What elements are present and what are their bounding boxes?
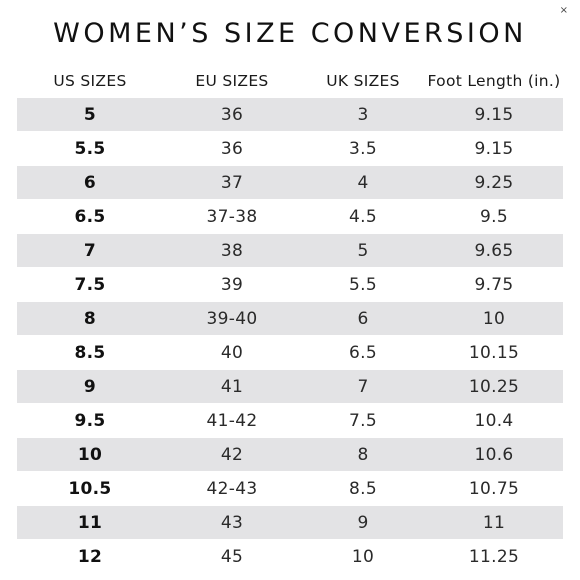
eu-size-cell: 38 — [163, 233, 301, 268]
uk-size-cell: 4 — [301, 165, 425, 200]
table-row: 10 42 8 10.6 — [17, 437, 563, 472]
close-icon[interactable]: × — [559, 5, 568, 16]
uk-size-cell: 8 — [301, 437, 425, 472]
table-row: 9.5 41-42 7.5 10.4 — [17, 403, 563, 438]
uk-size-cell: 4.5 — [301, 199, 425, 234]
foot-length-cell: 9.5 — [425, 199, 563, 234]
eu-size-cell: 39 — [163, 267, 301, 302]
foot-length-cell: 10.6 — [425, 437, 563, 472]
uk-size-cell: 6.5 — [301, 335, 425, 370]
us-size-cell: 5 — [17, 97, 163, 132]
column-header-eu: EU SIZES — [163, 64, 301, 98]
eu-size-cell: 37 — [163, 165, 301, 200]
us-size-cell: 8.5 — [17, 335, 163, 370]
table-header-row: US SIZES EU SIZES UK SIZES Foot Length (… — [17, 64, 563, 98]
eu-size-cell: 40 — [163, 335, 301, 370]
foot-length-cell: 10.75 — [425, 471, 563, 506]
table-row: 6.5 37-38 4.5 9.5 — [17, 199, 563, 234]
foot-length-cell: 9.15 — [425, 97, 563, 132]
column-header-foot-length: Foot Length (in.) — [425, 64, 563, 98]
foot-length-cell: 11 — [425, 505, 563, 540]
uk-size-cell: 5 — [301, 233, 425, 268]
us-size-cell: 9 — [17, 369, 163, 404]
us-size-cell: 10.5 — [17, 471, 163, 506]
table-row: 8 39-40 6 10 — [17, 301, 563, 336]
column-header-us: US SIZES — [17, 64, 163, 98]
eu-size-cell: 36 — [163, 131, 301, 166]
column-header-uk: UK SIZES — [301, 64, 425, 98]
foot-length-cell: 9.15 — [425, 131, 563, 166]
foot-length-cell: 11.25 — [425, 539, 563, 574]
table-row: 6 37 4 9.25 — [17, 165, 563, 200]
us-size-cell: 6 — [17, 165, 163, 200]
eu-size-cell: 43 — [163, 505, 301, 540]
table-row: 7 38 5 9.65 — [17, 233, 563, 268]
eu-size-cell: 42 — [163, 437, 301, 472]
us-size-cell: 5.5 — [17, 131, 163, 166]
eu-size-cell: 42-43 — [163, 471, 301, 506]
foot-length-cell: 9.75 — [425, 267, 563, 302]
eu-size-cell: 41-42 — [163, 403, 301, 438]
uk-size-cell: 9 — [301, 505, 425, 540]
eu-size-cell: 45 — [163, 539, 301, 574]
uk-size-cell: 10 — [301, 539, 425, 574]
uk-size-cell: 3.5 — [301, 131, 425, 166]
foot-length-cell: 10.4 — [425, 403, 563, 438]
table-row: 5.5 36 3.5 9.15 — [17, 131, 563, 166]
table-row: 7.5 39 5.5 9.75 — [17, 267, 563, 302]
eu-size-cell: 37-38 — [163, 199, 301, 234]
uk-size-cell: 3 — [301, 97, 425, 132]
foot-length-cell: 10.15 — [425, 335, 563, 370]
us-size-cell: 8 — [17, 301, 163, 336]
table-row: 11 43 9 11 — [17, 505, 563, 540]
uk-size-cell: 7 — [301, 369, 425, 404]
uk-size-cell: 8.5 — [301, 471, 425, 506]
us-size-cell: 10 — [17, 437, 163, 472]
table-row: 12 45 10 11.25 — [17, 539, 563, 574]
foot-length-cell: 9.65 — [425, 233, 563, 268]
foot-length-cell: 9.25 — [425, 165, 563, 200]
us-size-cell: 6.5 — [17, 199, 163, 234]
page-title: WOMEN’S SIZE CONVERSION — [53, 18, 527, 49]
us-size-cell: 7.5 — [17, 267, 163, 302]
foot-length-cell: 10.25 — [425, 369, 563, 404]
us-size-cell: 7 — [17, 233, 163, 268]
eu-size-cell: 41 — [163, 369, 301, 404]
us-size-cell: 11 — [17, 505, 163, 540]
table-row: 10.5 42-43 8.5 10.75 — [17, 471, 563, 506]
uk-size-cell: 6 — [301, 301, 425, 336]
uk-size-cell: 7.5 — [301, 403, 425, 438]
eu-size-cell: 39-40 — [163, 301, 301, 336]
size-conversion-table: US SIZES EU SIZES UK SIZES Foot Length (… — [17, 64, 563, 574]
table-row: 9 41 7 10.25 — [17, 369, 563, 404]
us-size-cell: 9.5 — [17, 403, 163, 438]
uk-size-cell: 5.5 — [301, 267, 425, 302]
eu-size-cell: 36 — [163, 97, 301, 132]
us-size-cell: 12 — [17, 539, 163, 574]
foot-length-cell: 10 — [425, 301, 563, 336]
table-row: 5 36 3 9.15 — [17, 97, 563, 132]
table-row: 8.5 40 6.5 10.15 — [17, 335, 563, 370]
